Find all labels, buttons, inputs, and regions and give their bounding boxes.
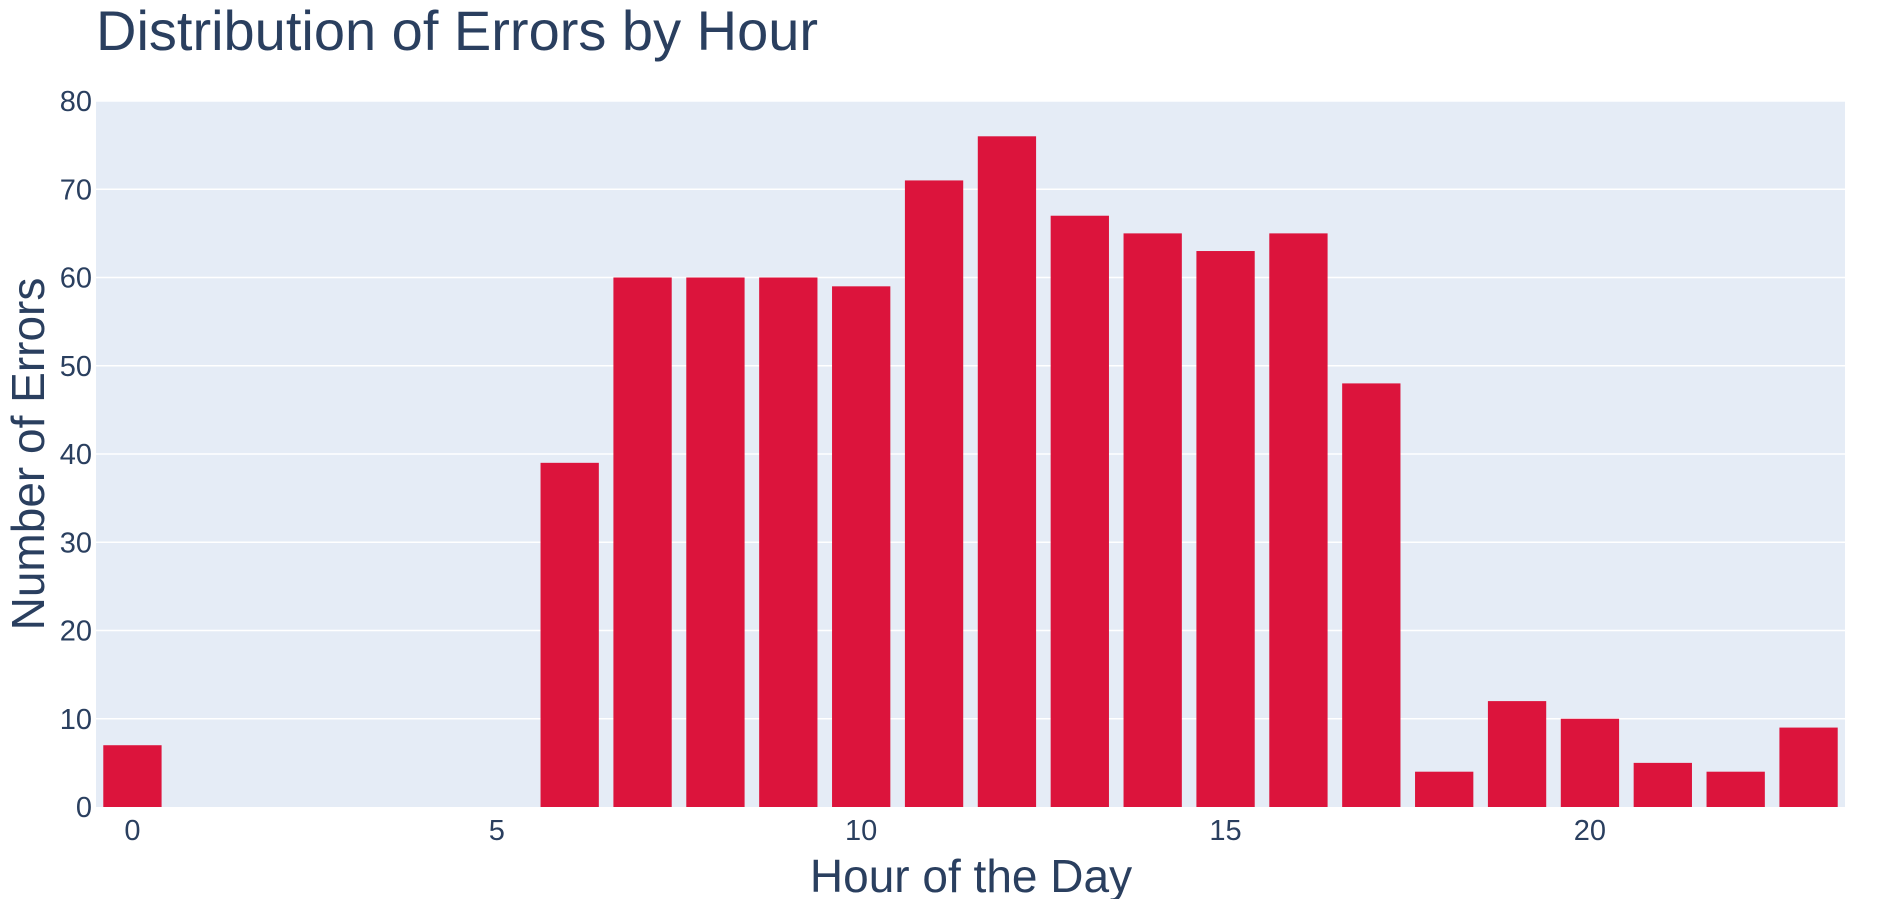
y-tick-label: 30 xyxy=(60,527,92,559)
x-tick-label: 15 xyxy=(1209,815,1241,847)
bar-hour-13 xyxy=(1050,215,1109,808)
bar-hour-12 xyxy=(977,136,1037,808)
x-tick-label: 5 xyxy=(489,815,505,847)
bar-hour-6 xyxy=(540,462,599,807)
y-tick-label: 70 xyxy=(60,174,92,206)
bar-hour-11 xyxy=(904,180,964,808)
bar-hour-9 xyxy=(759,277,818,807)
x-tick-label: 10 xyxy=(845,815,877,847)
x-tick-label: 0 xyxy=(124,815,140,847)
y-tick-label: 60 xyxy=(60,263,92,295)
y-axis-ticks: 0 10 20 30 40 50 60 70 80 xyxy=(60,86,92,824)
bar-hour-19 xyxy=(1487,701,1547,807)
bar-hour-16 xyxy=(1269,233,1328,807)
bar-hour-10 xyxy=(832,286,891,807)
bar-hour-8 xyxy=(686,277,745,807)
bar-hour-7 xyxy=(613,277,672,807)
bar-hour-14 xyxy=(1123,233,1182,807)
bar-hour-15 xyxy=(1196,251,1255,807)
bar-hour-20 xyxy=(1560,718,1620,807)
x-axis-ticks: 0 5 10 15 20 xyxy=(124,815,1606,847)
bar-hour-18 xyxy=(1415,771,1474,807)
bars xyxy=(103,136,1838,808)
bar-hour-0 xyxy=(103,745,162,807)
chart-title: Distribution of Errors by Hour xyxy=(96,0,818,62)
x-axis-title: Hour of the Day xyxy=(810,850,1132,899)
y-tick-label: 80 xyxy=(60,86,92,118)
y-tick-label: 40 xyxy=(60,439,92,471)
bar-hour-17 xyxy=(1342,383,1401,807)
bar-hour-21 xyxy=(1633,762,1692,807)
bar-hour-23 xyxy=(1779,727,1838,807)
y-axis-title: Number of Errors xyxy=(2,278,54,631)
gridlines xyxy=(96,100,1845,720)
y-tick-label: 0 xyxy=(76,792,92,824)
y-tick-label: 10 xyxy=(60,704,92,736)
y-tick-label: 50 xyxy=(60,351,92,383)
y-tick-label: 20 xyxy=(60,616,92,648)
x-tick-label: 20 xyxy=(1574,815,1606,847)
bar-hour-22 xyxy=(1706,771,1765,807)
